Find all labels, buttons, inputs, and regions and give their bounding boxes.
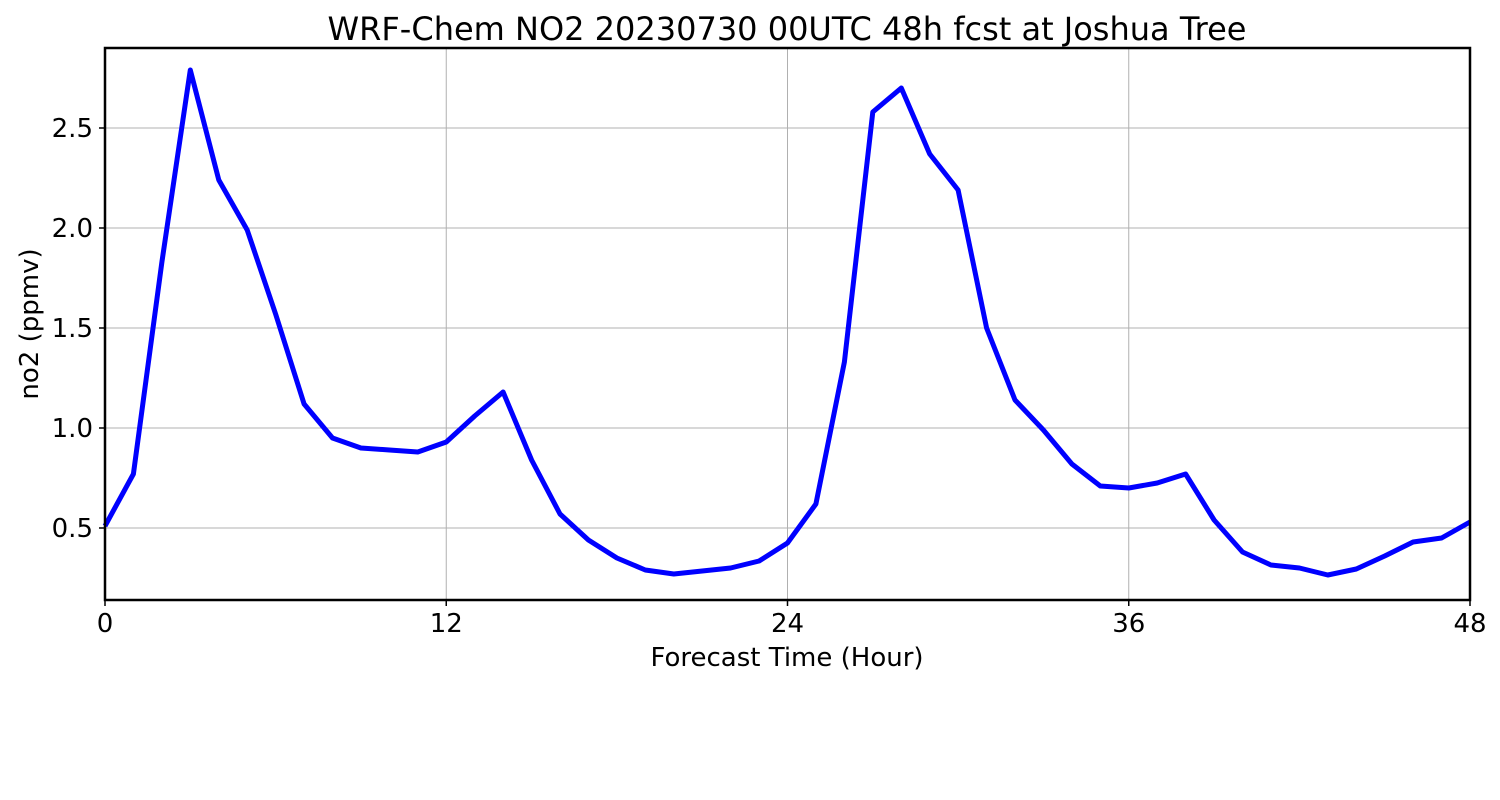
y-tick-label: 2.5 — [52, 114, 93, 144]
x-tick-label: 12 — [430, 609, 463, 639]
axis-ticks: 0 12 24 36 48 0.5 1.0 1.5 2.0 2.5 — [52, 114, 1487, 639]
x-tick-label: 0 — [97, 609, 114, 639]
y-tick-label: 1.0 — [52, 414, 93, 444]
chart-title: WRF-Chem NO2 20230730 00UTC 48h fcst at … — [328, 10, 1247, 48]
x-tick-label: 48 — [1453, 609, 1486, 639]
x-tick-label: 36 — [1112, 609, 1145, 639]
y-tick-label: 2.0 — [52, 214, 93, 244]
plot-area — [102, 67, 1472, 578]
x-axis-label: Forecast Time (Hour) — [650, 643, 923, 673]
x-tick-label: 24 — [771, 609, 804, 639]
y-tick-label: 1.5 — [52, 314, 93, 344]
grid — [104, 48, 1471, 600]
y-tick-label: 0.5 — [52, 514, 93, 544]
series-line — [102, 67, 1472, 578]
y-axis-label: no2 (ppmv) — [15, 248, 45, 399]
